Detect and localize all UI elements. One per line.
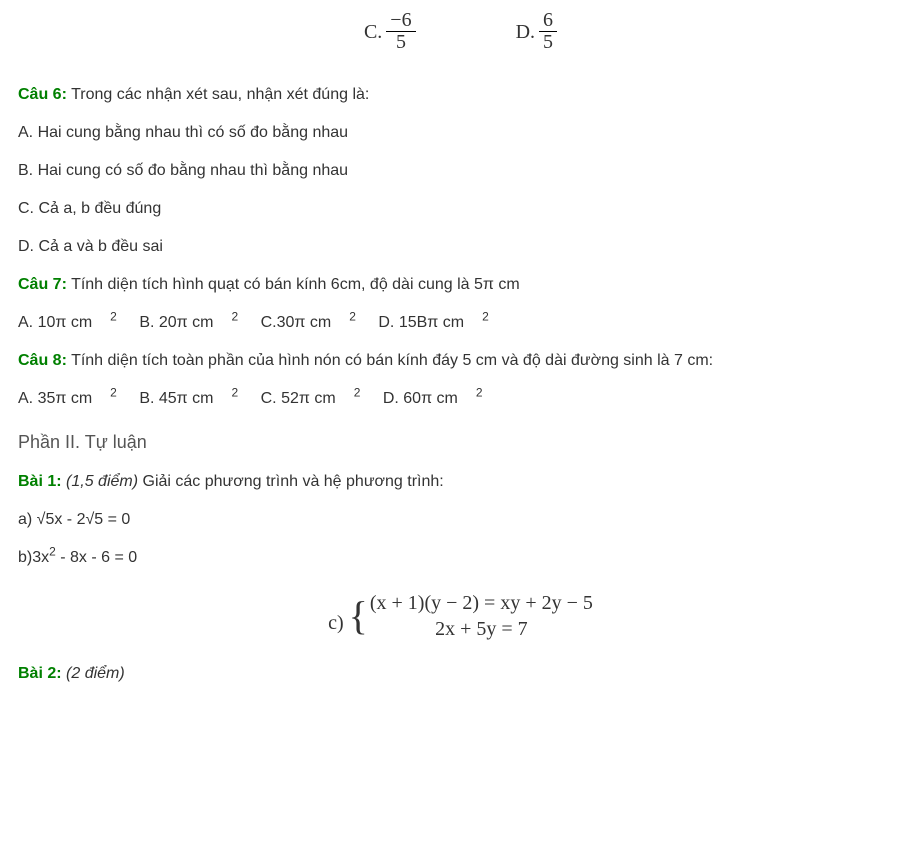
opt-c-label: C. [364,17,382,47]
bai2-pts: (2 điểm) [62,665,125,682]
frac-d-den: 5 [539,31,557,53]
q6-opt-b: B. Hai cung có số đo bằng nhau thì bằng … [18,159,903,183]
q8-opt-d: D. 60π cm2 [383,390,483,407]
sys-line-2: 2x + 5y = 7 [370,616,593,642]
bai1-b-sup: 2 [49,545,56,559]
q7-opt-c: C.30π cm2 [261,314,356,331]
q8-stem: Câu 8: Tính diện tích toàn phần của hình… [18,349,903,373]
bai1-text: Giải các phương trình và hệ phương trình… [138,473,444,490]
q7-opts: A. 10π cm2 B. 20π cm2 C.30π cm2 D. 15Bπ … [18,311,903,335]
option-d-frac: D. 6 5 [516,10,557,53]
q8-label: Câu 8: [18,352,67,369]
system-brace-wrap: { (x + 1)(y − 2) = xy + 2y − 5 2x + 5y =… [349,590,593,642]
q7-label: Câu 7: [18,276,67,293]
sys-line-1: (x + 1)(y − 2) = xy + 2y − 5 [370,590,593,616]
bai1-c-system: c) { (x + 1)(y − 2) = xy + 2y − 5 2x + 5… [18,590,903,642]
q6-opt-d: D. Cả a và b đều sai [18,235,903,259]
q6-stem: Câu 6: Trong các nhận xét sau, nhận xét … [18,83,903,107]
q6-label: Câu 6: [18,86,67,103]
bai1-a: a) √5x - 2√5 = 0 [18,508,903,532]
q6-opt-c: C. Cả a, b đều đúng [18,197,903,221]
q7-stem: Câu 7: Tính diện tích hình quạt có bán k… [18,273,903,297]
q7-opt-a: A. 10π cm2 [18,314,117,331]
opt-d-label: D. [516,17,535,47]
frac-d-num: 6 [539,10,557,31]
bai1-b-suffix: - 8x - 6 = 0 [56,549,137,566]
q8-opt-a: A. 35π cm2 [18,390,117,407]
left-brace-icon: { [349,596,368,636]
q7-opt-b: B. 20π cm2 [139,314,238,331]
bai1-stem: Bài 1: (1,5 điểm) Giải các phương trình … [18,470,903,494]
section-2-title: Phần II. Tự luận [18,429,903,456]
q7-opt-d: D. 15Bπ cm2 [378,314,488,331]
bai1-label: Bài 1: [18,473,62,490]
frac-d: 6 5 [539,10,557,53]
bai1-b: b)3x2 - 8x - 6 = 0 [18,546,903,570]
q7-text: Tính diện tích hình quạt có bán kính 6cm… [67,276,520,293]
q6-opt-a: A. Hai cung bằng nhau thì có số đo bằng … [18,121,903,145]
frac-c-den: 5 [386,31,415,53]
q8-text: Tính diện tích toàn phần của hình nón có… [67,352,713,369]
bai2-stem: Bài 2: (2 điểm) [18,662,903,686]
q8-opt-b: B. 45π cm2 [139,390,238,407]
bai1-pts: (1,5 điểm) [62,473,138,490]
bai1-c-label: c) [328,612,344,634]
q8-opt-c: C. 52π cm2 [261,390,361,407]
option-c-frac: C. −6 5 [364,10,416,53]
system-lines: (x + 1)(y − 2) = xy + 2y − 5 2x + 5y = 7 [370,590,593,642]
top-fraction-options: C. −6 5 D. 6 5 [18,10,903,53]
bai1-b-prefix: b)3x [18,549,49,566]
q6-text: Trong các nhận xét sau, nhận xét đúng là… [67,86,369,103]
frac-c-num: −6 [386,10,415,31]
bai2-label: Bài 2: [18,665,62,682]
q8-opts: A. 35π cm2 B. 45π cm2 C. 52π cm2 D. 60π … [18,387,903,411]
frac-c: −6 5 [386,10,415,53]
